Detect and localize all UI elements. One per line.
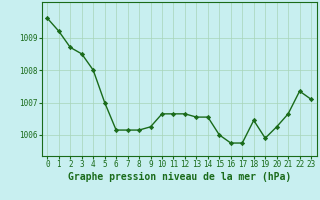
X-axis label: Graphe pression niveau de la mer (hPa): Graphe pression niveau de la mer (hPa) (68, 172, 291, 182)
